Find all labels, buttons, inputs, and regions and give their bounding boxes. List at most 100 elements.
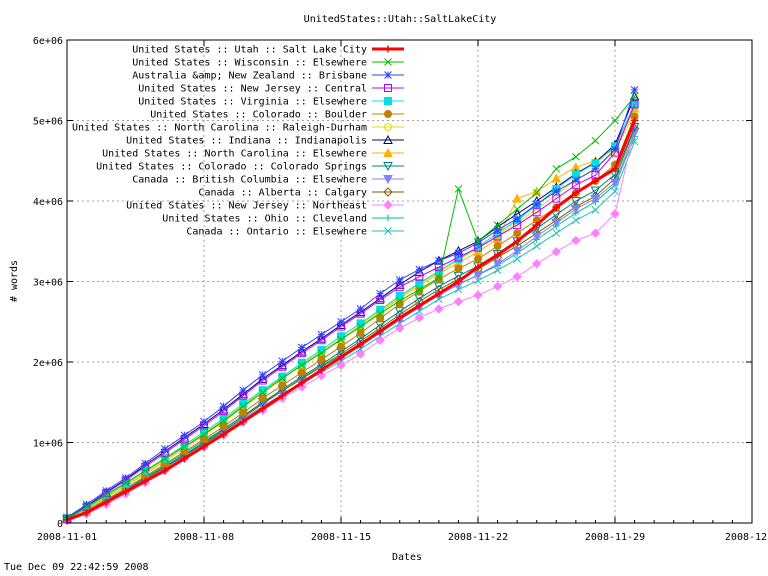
series-marker <box>395 323 405 333</box>
series-marker <box>513 214 521 223</box>
series-marker <box>383 147 393 157</box>
series-marker <box>630 92 639 101</box>
series-marker <box>278 392 286 400</box>
series-marker <box>552 187 561 196</box>
series-marker <box>200 417 208 426</box>
series-marker <box>384 123 392 131</box>
series-marker <box>533 221 541 229</box>
plot-frame <box>66 39 753 524</box>
series-marker <box>493 221 502 230</box>
legend-label: United States :: North Carolina :: Elsew… <box>102 149 367 160</box>
series-marker <box>161 467 169 475</box>
series-marker <box>384 227 392 235</box>
series-marker <box>384 58 392 66</box>
series-marker <box>180 440 189 449</box>
series-marker <box>356 319 365 328</box>
y-tick-label: 3e+06 <box>33 278 63 289</box>
series-group <box>63 92 639 523</box>
series-marker <box>532 208 541 217</box>
series-marker <box>317 355 326 364</box>
series-marker <box>180 431 189 440</box>
series-marker <box>611 165 619 173</box>
series-marker <box>395 300 404 309</box>
legend-label: United States :: Wisconsin :: Elsewhere <box>132 58 367 69</box>
series-marker <box>336 360 346 370</box>
series-marker <box>453 296 464 307</box>
series-marker <box>474 237 482 246</box>
series-marker <box>356 329 365 338</box>
series-marker <box>278 381 287 390</box>
series-marker <box>384 84 392 92</box>
series-line <box>66 119 636 522</box>
x-tick-label: 2008-11-22 <box>448 532 508 543</box>
series-marker <box>219 402 228 411</box>
series-marker <box>415 285 424 294</box>
series-marker <box>102 486 110 495</box>
series-marker <box>512 193 522 203</box>
series-marker <box>415 265 424 274</box>
series-marker <box>180 442 189 451</box>
series-marker <box>141 466 150 475</box>
series-marker <box>571 197 581 207</box>
series-marker <box>493 242 502 251</box>
series-marker <box>219 416 228 425</box>
legend-label: United States :: Ohio :: Cleveland <box>162 214 367 225</box>
series-marker <box>630 86 639 94</box>
series-line <box>66 96 636 519</box>
series-marker <box>239 408 248 417</box>
series-marker <box>298 379 306 387</box>
series-marker <box>376 289 384 298</box>
series-line <box>66 126 636 521</box>
x-tick-label: 2008-11-08 <box>174 532 234 543</box>
series-marker <box>611 116 619 125</box>
series-marker <box>492 259 503 269</box>
series-marker <box>572 216 580 225</box>
series-marker <box>161 445 169 453</box>
series-marker <box>383 187 393 197</box>
series-marker <box>473 290 483 300</box>
series-marker <box>590 228 601 238</box>
series-marker <box>239 402 247 411</box>
series-marker <box>278 372 287 381</box>
series-marker <box>493 266 502 275</box>
series-marker <box>259 405 267 413</box>
series-marker <box>552 164 561 173</box>
series-marker <box>337 332 345 341</box>
legend-label: United States :: Virginia :: Elsewhere <box>138 97 367 108</box>
series-marker <box>531 186 542 196</box>
series-marker <box>591 164 600 173</box>
series-marker <box>394 279 405 289</box>
legend-label: United States :: Utah :: Salt Lake City <box>132 45 367 56</box>
series-marker <box>200 443 208 451</box>
series-marker <box>513 229 522 238</box>
series-marker <box>82 503 91 511</box>
series-marker <box>590 186 601 196</box>
y-tick-label: 2e+06 <box>33 358 63 369</box>
series-marker <box>219 422 228 431</box>
series-marker <box>357 340 365 348</box>
series-marker <box>102 498 110 506</box>
series-marker <box>610 209 620 219</box>
series-marker <box>383 134 393 144</box>
series-marker <box>180 455 188 463</box>
series-marker <box>551 247 561 257</box>
legend-label: United States :: Colorado :: Colorado Sp… <box>96 162 367 173</box>
series-marker <box>375 335 385 345</box>
series-marker <box>434 304 444 314</box>
legend-label: United States :: Indiana :: Indianapolis <box>126 136 367 147</box>
series-marker <box>239 386 247 395</box>
series-marker <box>572 176 580 184</box>
y-tick-label: 5e+06 <box>33 117 63 128</box>
legend-label: Canada :: British Columbia :: Elsewhere <box>132 175 367 186</box>
series-marker <box>298 361 306 370</box>
series-group <box>63 117 639 524</box>
series-marker <box>494 251 502 259</box>
series-marker <box>383 200 393 210</box>
series-marker <box>571 235 581 246</box>
legend: United States :: Utah :: Salt Lake CityU… <box>72 45 404 238</box>
x-tick-label: 2008-12-0 <box>725 532 768 543</box>
series-marker <box>611 187 619 196</box>
series-marker <box>415 302 423 310</box>
series-marker <box>337 335 345 344</box>
series-marker <box>395 283 404 292</box>
